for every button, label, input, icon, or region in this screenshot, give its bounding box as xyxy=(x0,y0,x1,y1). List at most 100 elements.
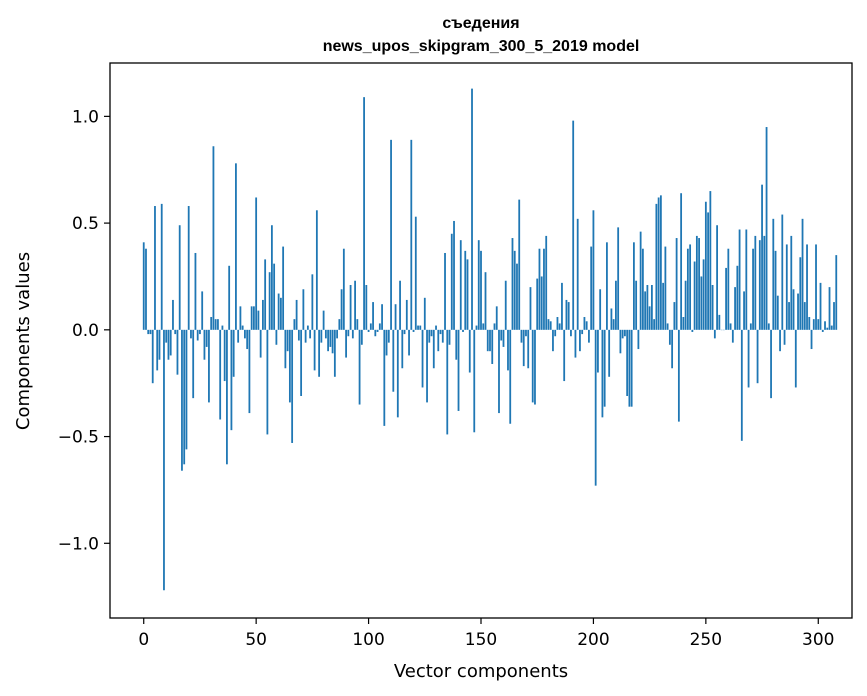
bar xyxy=(453,220,455,330)
bar xyxy=(516,263,518,330)
bar xyxy=(347,329,350,337)
bar xyxy=(738,229,741,330)
bar xyxy=(572,120,575,330)
bar xyxy=(556,317,559,330)
bar xyxy=(430,329,433,337)
bar xyxy=(246,329,249,350)
bar xyxy=(500,329,503,341)
bar xyxy=(156,329,159,371)
bar xyxy=(439,329,442,335)
bar xyxy=(435,325,437,330)
bar xyxy=(262,299,264,330)
bar xyxy=(691,329,694,332)
bar xyxy=(558,323,561,330)
y-tick-label: 1.0 xyxy=(72,107,99,127)
bar xyxy=(444,252,446,330)
bar xyxy=(466,259,469,330)
bar xyxy=(815,244,817,330)
bar xyxy=(237,329,240,343)
bar xyxy=(178,225,181,330)
bar xyxy=(311,274,314,330)
bar xyxy=(648,306,651,330)
x-axis-ticks: 0 50 100 150 200 250 300 xyxy=(138,618,834,650)
bar xyxy=(565,299,568,330)
bar xyxy=(673,302,676,330)
bar xyxy=(235,163,237,330)
bar xyxy=(486,329,489,352)
bar xyxy=(668,329,671,345)
x-tick-label: 100 xyxy=(352,630,384,650)
bar xyxy=(763,235,766,330)
bar xyxy=(745,229,748,330)
bar xyxy=(639,231,642,330)
bar xyxy=(671,329,674,369)
bar xyxy=(527,329,530,369)
bar xyxy=(378,323,381,330)
bar xyxy=(275,329,278,345)
bar xyxy=(788,302,790,330)
bar xyxy=(525,329,527,337)
bar xyxy=(221,325,224,330)
bars xyxy=(142,88,838,591)
x-tick-label: 150 xyxy=(465,630,497,650)
x-tick-label: 50 xyxy=(245,630,267,650)
x-axis-label: Vector components xyxy=(394,661,568,682)
bar xyxy=(345,329,347,358)
bar xyxy=(223,329,226,382)
bar xyxy=(792,289,795,330)
bar xyxy=(484,272,487,330)
bar xyxy=(752,248,754,330)
bar xyxy=(545,235,548,330)
bar xyxy=(374,329,377,337)
bar xyxy=(817,319,820,330)
bar xyxy=(711,285,714,330)
bar xyxy=(590,246,593,330)
bar xyxy=(194,252,197,330)
bar xyxy=(686,248,689,330)
bar xyxy=(608,329,611,377)
bar xyxy=(142,242,145,330)
bar xyxy=(601,329,604,418)
bar xyxy=(756,329,759,384)
bar xyxy=(327,329,329,352)
bar xyxy=(403,329,406,335)
bar xyxy=(716,225,718,330)
bar xyxy=(806,244,808,330)
bar xyxy=(695,235,698,330)
bar xyxy=(567,302,570,330)
bar xyxy=(306,325,309,330)
bar xyxy=(498,329,500,414)
x-tick-label: 200 xyxy=(577,630,609,650)
bar xyxy=(392,329,395,392)
bar xyxy=(174,329,177,335)
bar xyxy=(455,329,458,360)
bar xyxy=(617,227,620,330)
bar xyxy=(597,329,599,373)
bar xyxy=(659,195,662,330)
bar xyxy=(812,319,815,330)
bar xyxy=(408,329,410,356)
bar xyxy=(824,321,826,330)
bar xyxy=(653,319,656,330)
chart-title: съедения xyxy=(442,15,519,32)
bar xyxy=(767,323,770,330)
bar xyxy=(172,299,174,330)
bar xyxy=(250,306,253,330)
bar xyxy=(522,329,525,367)
bar xyxy=(579,329,581,352)
y-tick-label: 0.0 xyxy=(72,321,99,341)
bar xyxy=(774,250,777,330)
bar xyxy=(543,248,545,330)
bar xyxy=(531,329,534,403)
bar xyxy=(680,193,683,330)
bar xyxy=(702,259,705,330)
bar xyxy=(354,280,356,330)
bar xyxy=(583,317,586,330)
chart-subtitle: news_upos_skipgram_300_5_2019 model xyxy=(323,38,640,55)
bar xyxy=(682,317,685,330)
bar xyxy=(286,329,289,352)
bar xyxy=(333,329,336,377)
x-tick-label: 250 xyxy=(690,630,722,650)
bar xyxy=(437,329,440,352)
bar xyxy=(547,319,550,330)
